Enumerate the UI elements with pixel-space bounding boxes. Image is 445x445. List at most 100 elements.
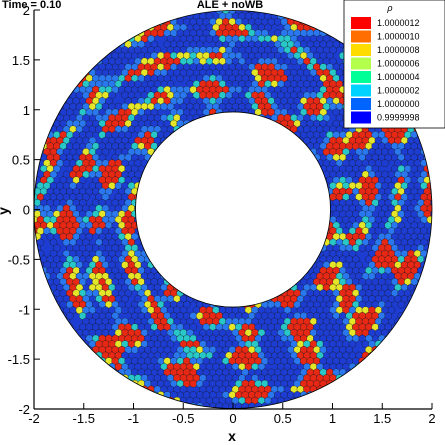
mesh-cell	[134, 80, 142, 88]
mesh-cell	[166, 102, 175, 111]
mesh-cell	[160, 102, 168, 111]
mesh-cell	[121, 306, 129, 314]
mesh-cell	[150, 40, 159, 49]
y-axis-label: y	[0, 207, 11, 215]
legend-label: 1.0000004	[377, 72, 420, 82]
mesh-cell	[384, 334, 393, 343]
mesh-cell	[322, 215, 331, 224]
mesh-cell	[274, 18, 282, 26]
mesh-cell	[329, 57, 337, 66]
legend-label: 0.9999998	[377, 113, 420, 123]
mesh-cell	[241, 10, 250, 15]
y-tick-label: -0.5	[8, 252, 30, 267]
mesh-cell	[215, 10, 224, 15]
y-tick-label: -1.5	[8, 352, 30, 367]
mesh-cell	[189, 119, 198, 128]
mesh-cell	[261, 29, 269, 37]
mesh-cell	[170, 278, 178, 286]
x-tick-label: -1.5	[73, 411, 95, 426]
mesh-cell	[274, 119, 282, 128]
x-tick-label: 0	[229, 411, 236, 426]
mesh-cell	[222, 10, 230, 15]
legend-title: ρ	[386, 3, 392, 13]
mesh-cell	[277, 91, 285, 100]
mesh-cell	[426, 159, 432, 167]
mesh-cell	[235, 10, 243, 15]
mesh-cell	[316, 170, 324, 179]
x-tick-label: 0.5	[274, 411, 292, 426]
x-axis-label: x	[228, 428, 236, 444]
mesh-cell	[196, 40, 204, 49]
y-tick-label: 0.5	[12, 153, 30, 168]
mesh-cell	[371, 346, 380, 354]
mesh-cell	[257, 295, 266, 303]
legend-label: 1.0000008	[377, 45, 420, 55]
mesh-cell	[49, 295, 58, 303]
mesh-cell	[124, 51, 133, 60]
mesh-cell	[179, 91, 188, 100]
legend-swatch	[351, 17, 371, 29]
mesh-cell	[212, 68, 220, 77]
legend-label: 1.0000010	[377, 32, 420, 42]
mesh-cell	[137, 40, 146, 49]
mesh-cell	[326, 51, 334, 60]
legend-label: 1.0000000	[377, 99, 420, 109]
mesh-cell	[267, 357, 276, 365]
mesh-cell	[205, 35, 214, 43]
y-tick-label: -2	[18, 402, 30, 417]
mesh-cell	[124, 131, 133, 139]
mesh-cell	[98, 357, 107, 365]
mesh-cell	[300, 391, 308, 399]
mesh-cell	[322, 114, 331, 122]
mesh-cell	[306, 18, 315, 26]
mesh-cell	[189, 379, 198, 388]
time-label: Time = 0.10	[2, 0, 61, 11]
mesh-cell	[368, 351, 376, 360]
mesh-cell	[270, 102, 279, 111]
mesh-cell	[319, 119, 328, 128]
mesh-cell	[296, 272, 305, 281]
mesh-cell	[179, 114, 188, 122]
mesh-cell	[131, 119, 139, 128]
legend-swatch	[351, 57, 371, 70]
mesh-cell	[82, 114, 90, 122]
x-tick-label: 2	[428, 411, 435, 426]
y-tick-label: 0	[23, 203, 30, 218]
mesh-cell	[176, 74, 185, 83]
mesh-cell	[153, 148, 162, 156]
mesh-cell	[215, 40, 224, 49]
mesh-cell	[267, 10, 276, 15]
mesh-cell	[248, 108, 256, 117]
mesh-cell	[108, 91, 116, 100]
legend-swatch	[351, 111, 371, 124]
mesh-cell	[228, 10, 237, 15]
mesh-cell	[85, 131, 94, 139]
mesh-cell	[254, 18, 263, 26]
mesh-cell	[144, 244, 152, 252]
legend-swatch	[351, 30, 371, 43]
mesh-cell	[342, 374, 350, 382]
mesh-cell	[157, 29, 165, 37]
legend-swatch	[351, 98, 371, 110]
mesh-cell	[147, 35, 155, 43]
mesh-cell	[381, 159, 389, 167]
x-tick-label: 1	[329, 411, 336, 426]
colorbar-legend: ρ 1.0000012 1.0000010 1.0000008 1.0000006 1.…	[343, 0, 445, 129]
y-tick-label: 1.5	[12, 53, 30, 68]
mesh-cell	[355, 363, 363, 371]
mesh-cell	[153, 80, 162, 88]
mesh-cell	[189, 10, 198, 15]
mesh-cell	[296, 136, 305, 145]
mesh-cell	[43, 283, 51, 292]
legend-label: 1.0000006	[377, 59, 420, 69]
y-ticks: -2 -1.5 -1 -0.5 0 0.5 1 1.5 2	[8, 3, 40, 417]
mesh-cell	[358, 244, 367, 252]
legend-label: 1.0000012	[377, 18, 420, 28]
mesh-cell	[290, 12, 298, 20]
x-tick-label: 1.5	[373, 411, 391, 426]
mesh-cell	[166, 80, 175, 88]
mesh-cell	[248, 10, 256, 15]
x-tick-label: -1	[128, 411, 140, 426]
legend-label: 1.0000002	[377, 86, 420, 96]
